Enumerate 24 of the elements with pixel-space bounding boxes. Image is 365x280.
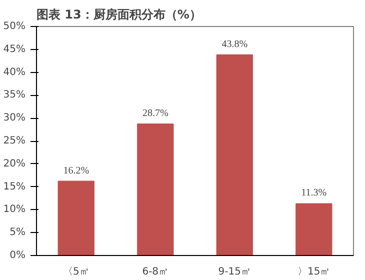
y-tick-label: 35% <box>3 90 26 101</box>
y-tick-label: 10% <box>3 204 26 216</box>
y-tick-label: 30% <box>3 112 26 124</box>
x-tick-label: 〉15㎡ <box>298 266 330 278</box>
x-tick-label: 9-15㎡ <box>218 266 251 278</box>
y-tick-label: 50% <box>3 21 26 32</box>
data-label: 11.3% <box>301 188 327 199</box>
y-tick-label: 25% <box>3 136 26 146</box>
x-tick-label: 6-8㎡ <box>142 266 169 278</box>
chart-title: 图表 13：厨房面积分布（%） <box>36 8 202 22</box>
y-tick-label: 0% <box>10 250 26 261</box>
bar <box>137 124 174 256</box>
data-label: 16.2% <box>63 165 90 176</box>
bar <box>58 180 94 256</box>
data-label: 28.7% <box>142 108 168 120</box>
y-tick-label: 15% <box>3 181 26 192</box>
y-tick-label: 40% <box>3 66 26 78</box>
y-tick-label: 20% <box>3 158 26 170</box>
data-label: 43.8% <box>222 38 248 50</box>
bar <box>296 203 332 256</box>
y-tick-label: 45% <box>3 44 26 55</box>
bar <box>216 54 253 256</box>
x-tick-label: 〈5㎡ <box>62 266 90 278</box>
y-tick-label: 5% <box>10 227 26 238</box>
